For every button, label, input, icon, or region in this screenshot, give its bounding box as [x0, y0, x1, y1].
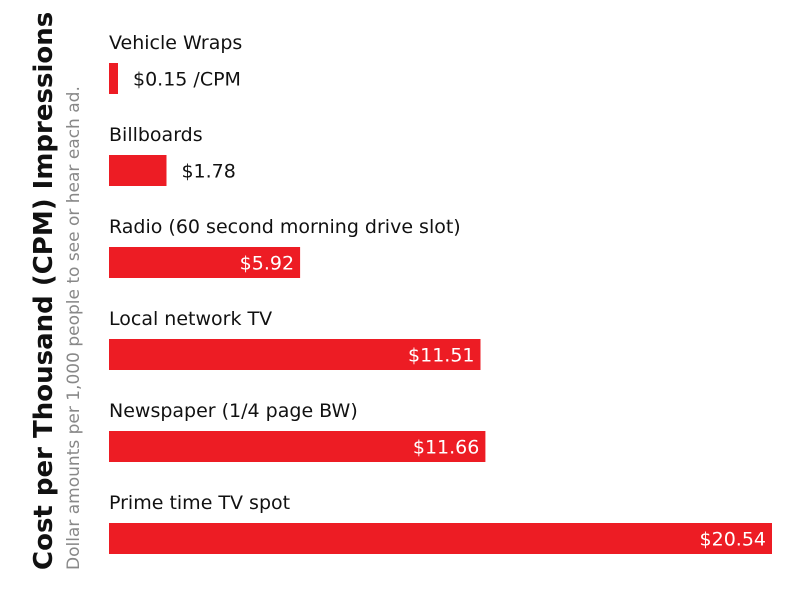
value-label-local-network-tv: $11.51: [408, 345, 474, 367]
chart-title: Cost per Thousand (CPM) Impressions: [29, 12, 59, 570]
bar-vehicle-wraps: [109, 63, 118, 94]
bar-newspaper-1-4-page-bw: [109, 431, 486, 462]
category-label-billboards: Billboards: [109, 124, 203, 146]
bar-billboards: [109, 155, 167, 186]
value-label-radio-60-second-morning-drive-slot: $5.92: [240, 253, 294, 275]
bar-prime-time-tv-spot: [109, 523, 772, 554]
bar-local-network-tv: [109, 339, 481, 370]
category-label-newspaper-1-4-page-bw: Newspaper (1/4 page BW): [109, 400, 358, 422]
bar-radio-60-second-morning-drive-slot: [109, 247, 301, 278]
category-label-vehicle-wraps: Vehicle Wraps: [109, 32, 242, 54]
value-label-prime-time-tv-spot: $20.54: [700, 529, 766, 551]
value-label-newspaper-1-4-page-bw: $11.66: [413, 437, 479, 459]
chart-subtitle: Dollar amounts per 1,000 people to see o…: [64, 86, 84, 570]
category-label-local-network-tv: Local network TV: [109, 308, 272, 330]
category-label-radio-60-second-morning-drive-slot: Radio (60 second morning drive slot): [109, 216, 461, 238]
category-label-prime-time-tv-spot: Prime time TV spot: [109, 492, 290, 514]
value-label-vehicle-wraps: $0.15 /CPM: [133, 69, 241, 91]
bars-group: Vehicle Wraps $0.15 /CPM Billboards $1.78 Ra…: [109, 32, 772, 554]
value-label-billboards: $1.78: [181, 161, 235, 183]
